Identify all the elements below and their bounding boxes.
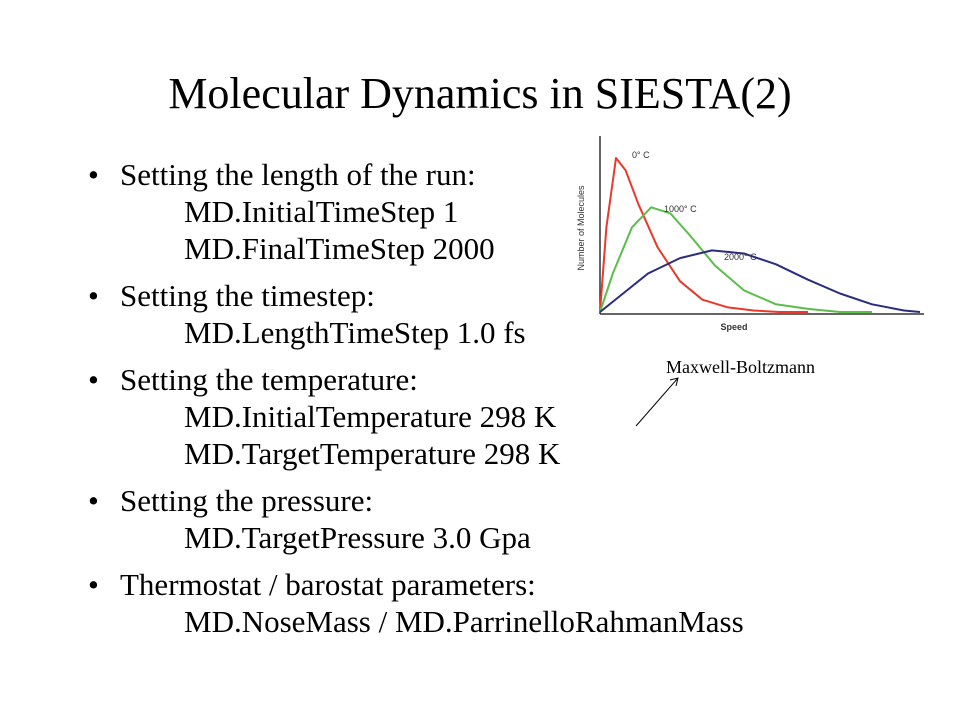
chart-background xyxy=(574,128,928,336)
bullet-sub-line: MD.TargetTemperature 298 K xyxy=(184,436,561,471)
bullet-temperature: • Setting the temperature: MD.InitialTem… xyxy=(88,361,888,472)
bullet-sub-line: MD.FinalTimeStep 2000 xyxy=(184,231,495,266)
bullet-list: • Setting the length of the run: MD.Init… xyxy=(88,156,888,650)
bullet-dot-icon: • xyxy=(88,483,99,518)
slide-title: Molecular Dynamics in SIESTA(2) xyxy=(168,69,792,118)
chart-svg: Number of Molecules Speed 0° C 1000° C 200… xyxy=(574,128,928,336)
series-layer xyxy=(599,157,921,313)
bullet-sub-line: MD.InitialTemperature 298 K xyxy=(184,399,557,434)
series-label: 1000° C xyxy=(664,204,697,214)
arrow-head xyxy=(669,377,679,387)
bullet-sub-line: MD.NoseMass / MD.ParrinelloRahmanMass xyxy=(184,604,744,639)
bullet-dot-icon: • xyxy=(88,362,99,397)
bullet-sub-line: MD.InitialTimeStep 1 xyxy=(184,194,459,229)
maxwell-boltzmann-chart: Number of Molecules Speed 0° C 1000° C 200… xyxy=(574,128,928,336)
series-line xyxy=(599,206,872,313)
pointer-arrow-icon xyxy=(635,377,679,427)
bullet-dot-icon: • xyxy=(88,157,99,192)
series-label: 2000° C xyxy=(724,252,757,262)
arrow-shaft xyxy=(635,377,679,427)
bullet-head: Setting the temperature: xyxy=(120,362,418,397)
bullet-sub-line: MD.LengthTimeStep 1.0 fs xyxy=(184,315,526,350)
bullet-head: Thermostat / barostat parameters: xyxy=(120,567,536,602)
bullet-head: Setting the timestep: xyxy=(120,278,375,313)
bullet-pressure: • Setting the pressure: MD.TargetPressur… xyxy=(88,482,888,556)
x-axis-label: Speed xyxy=(720,322,747,332)
y-axis-label: Number of Molecules xyxy=(576,185,586,271)
series-label: 0° C xyxy=(632,150,650,160)
bullet-dot-icon: • xyxy=(88,567,99,602)
series-line xyxy=(599,249,921,313)
maxwell-boltzmann-label: Maxwell-Boltzmann xyxy=(666,357,815,377)
bullet-dot-icon: • xyxy=(88,278,99,313)
bullet-run-length: • Setting the length of the run: MD.Init… xyxy=(88,156,888,267)
bullet-thermostat: • Thermostat / barostat parameters: MD.N… xyxy=(88,566,888,640)
series-label-layer: 0° C 1000° C 2000° C xyxy=(632,150,757,262)
bullet-sub-line: MD.TargetPressure 3.0 Gpa xyxy=(184,520,531,555)
bullet-timestep: • Setting the timestep: MD.LengthTimeSte… xyxy=(88,277,888,351)
bullet-head: Setting the pressure: xyxy=(120,483,374,518)
bullet-head: Setting the length of the run: xyxy=(120,157,476,192)
